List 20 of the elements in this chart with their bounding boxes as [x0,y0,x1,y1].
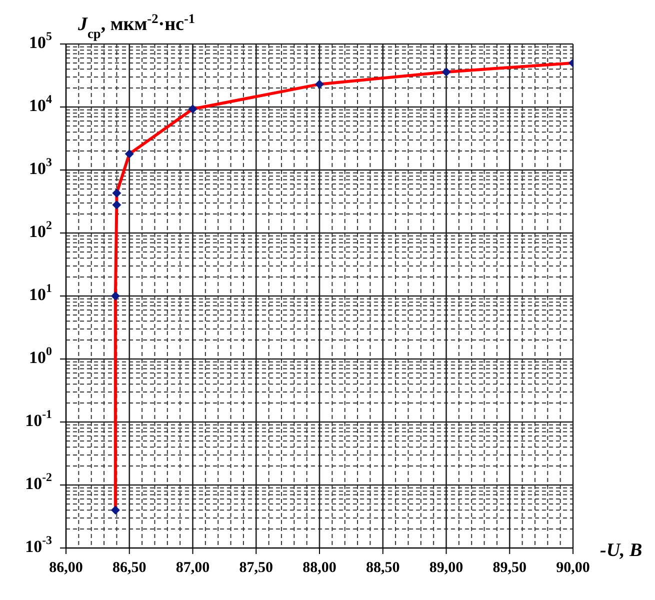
x-tick-label: 87,50 [239,560,273,576]
y-tick-label: 10$^{2}$ [29,218,52,241]
x-tick-label: 89,00 [429,560,464,576]
x-tick-label: 88,50 [366,560,400,576]
y-tick-label: 10$^{-3}$ [25,532,52,556]
y-tick-label: 10$^{0}$ [29,344,52,367]
x-tick-label: 89,50 [492,560,526,576]
y-tick-label: 10$^{4}$ [29,92,52,115]
x-tick-label: 86,50 [112,560,146,576]
x-tick-label: 88,00 [302,560,336,576]
y-tick-label: 10$^{3}$ [29,154,52,178]
x-tick-label: 86,00 [49,560,83,576]
x-axis-title: -U, В [600,540,642,561]
y-tick-label: 10$^{1}$ [29,280,52,304]
y-tick-label: 10$^{5}$ [29,28,52,52]
y-tick-label: 10$^{-1}$ [25,406,52,430]
x-tick-label: 87,00 [176,560,210,576]
x-tick-label: 90,00 [556,560,590,576]
y-tick-label: 10$^{-2}$ [25,470,52,493]
y-axis-title: J$_{ср}$, мкм$^{-2}$·нс$^{-1}$ [77,10,196,40]
